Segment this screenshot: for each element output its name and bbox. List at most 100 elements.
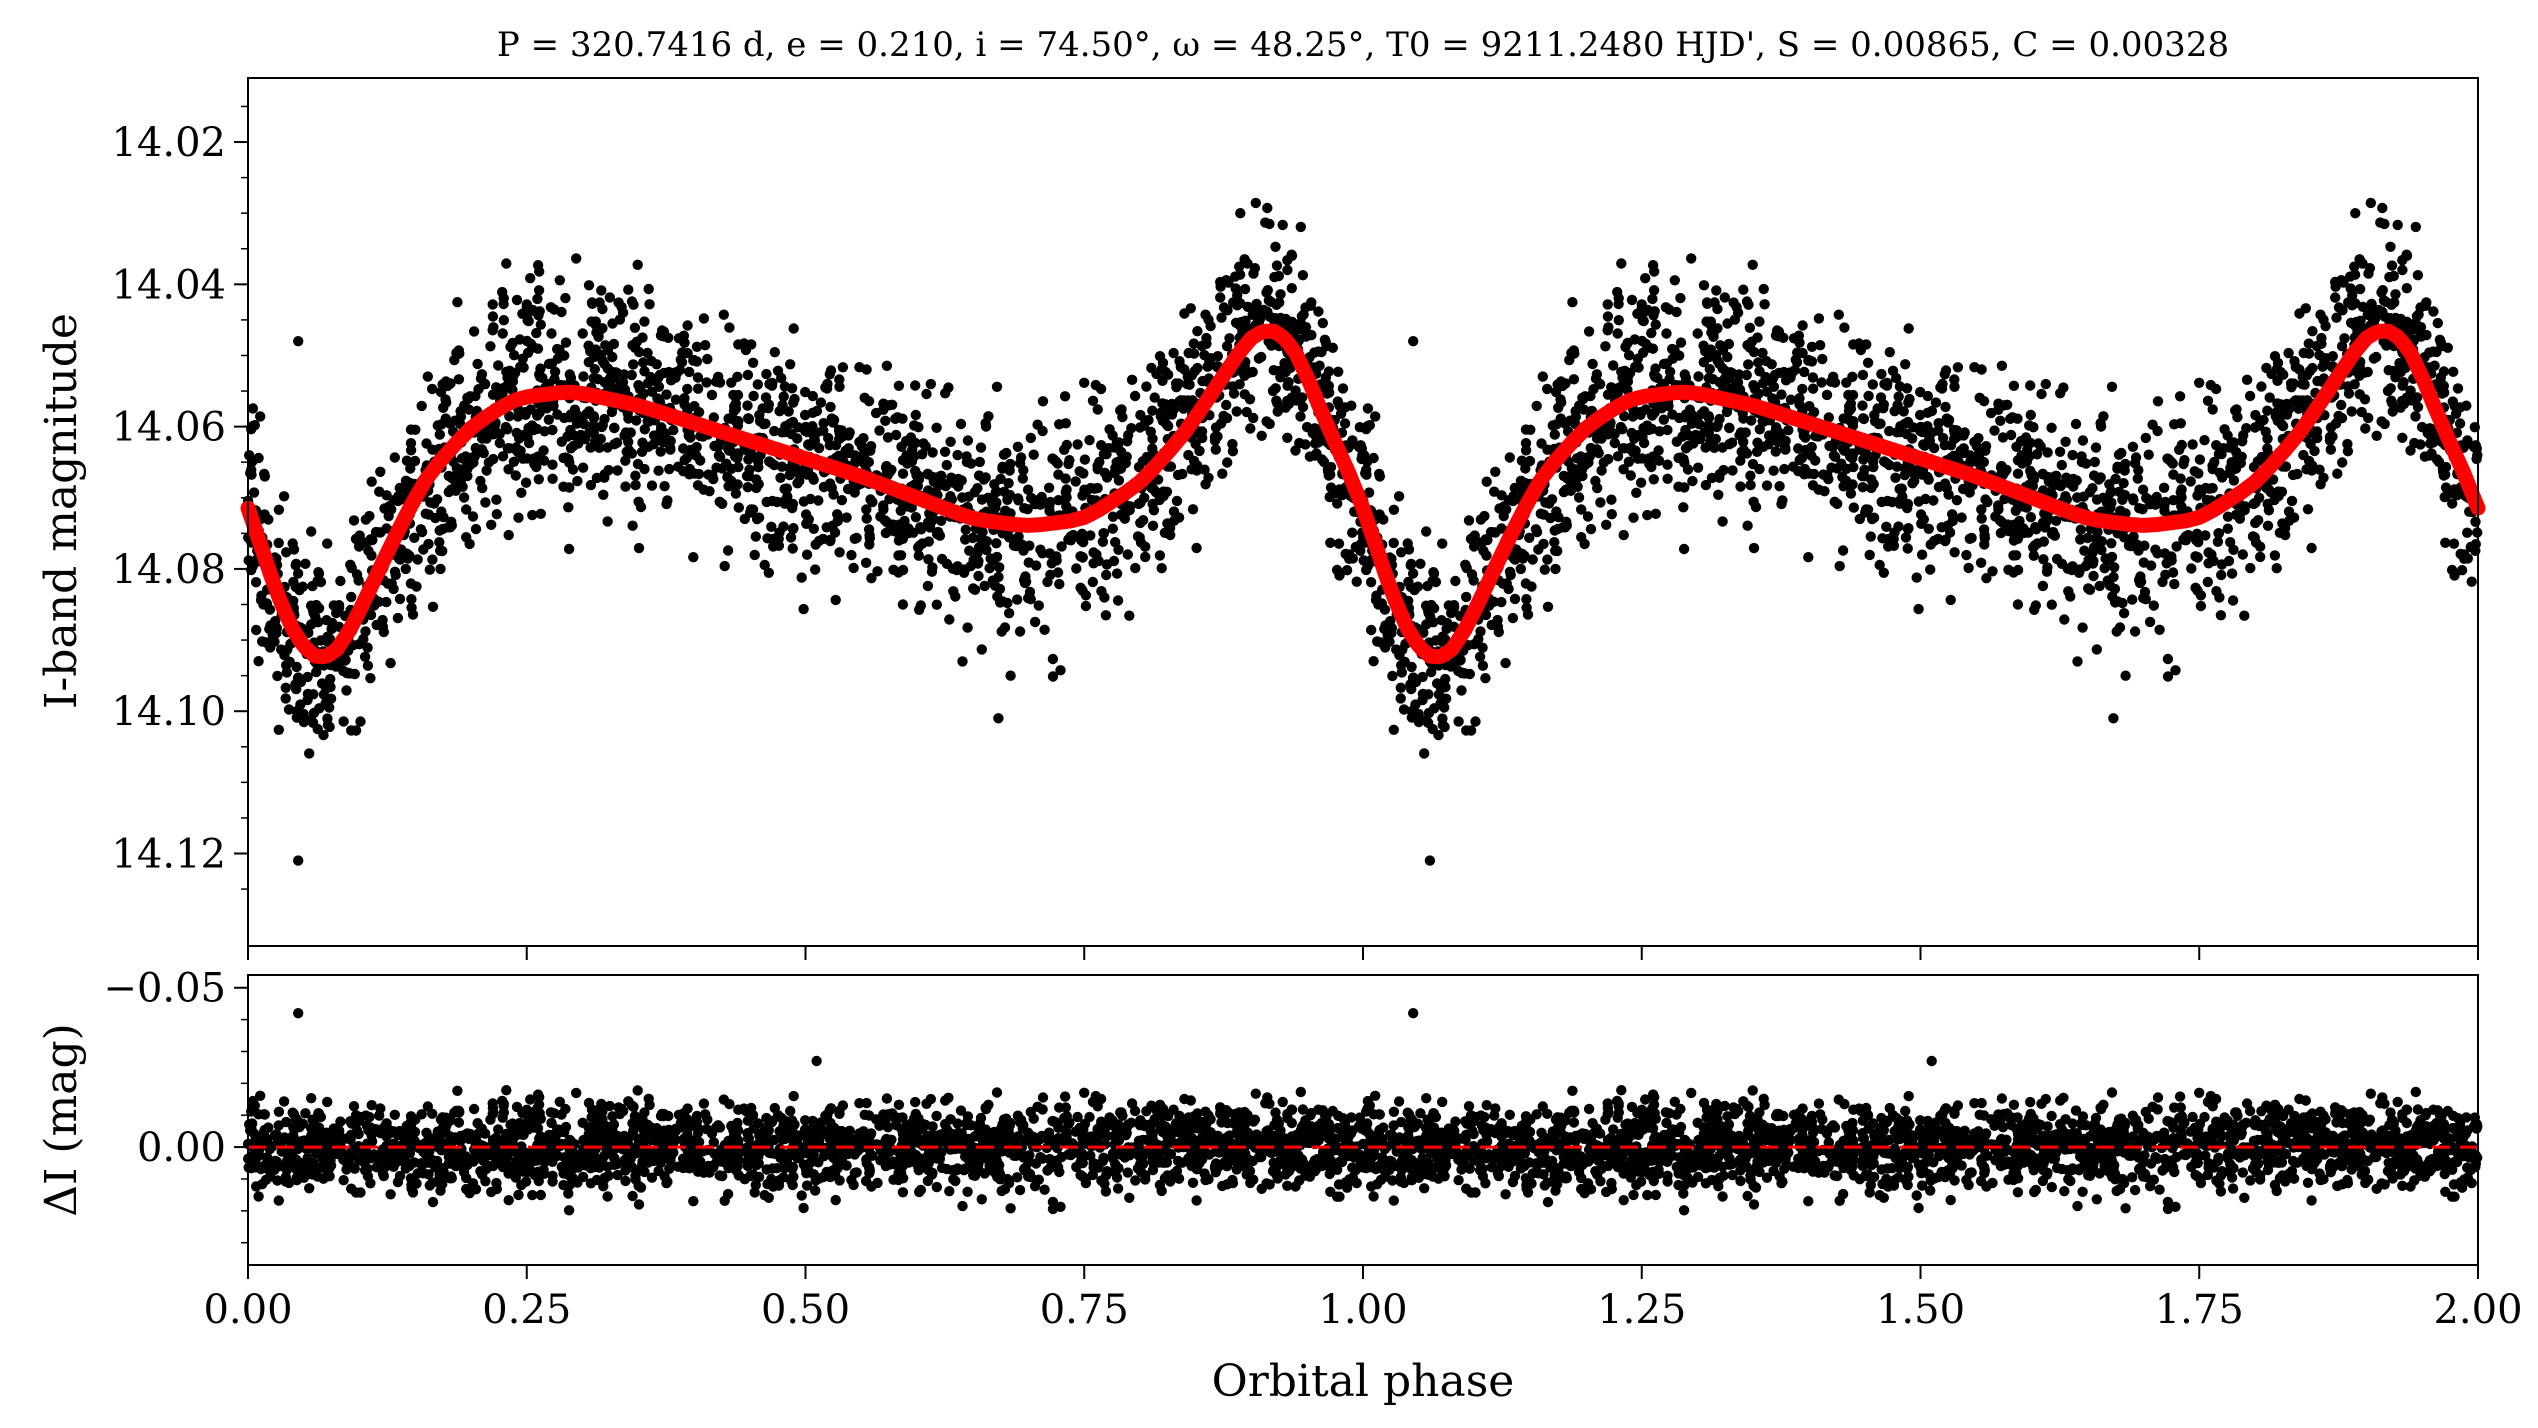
data-point bbox=[1552, 523, 1564, 535]
data-point bbox=[611, 437, 623, 448]
data-point bbox=[1022, 504, 1033, 515]
data-point bbox=[630, 470, 641, 481]
data-point bbox=[1187, 504, 1199, 515]
data-point bbox=[1743, 359, 1754, 370]
data-point bbox=[349, 668, 360, 680]
data-point bbox=[964, 545, 975, 556]
data-point bbox=[915, 600, 926, 611]
data-point bbox=[713, 450, 725, 461]
data-point bbox=[1270, 383, 1281, 394]
data-point bbox=[2227, 439, 2239, 451]
residual-point bbox=[1124, 1192, 1135, 1204]
data-point bbox=[702, 353, 713, 365]
data-point bbox=[630, 479, 641, 491]
data-point bbox=[872, 566, 883, 577]
data-point bbox=[1923, 474, 1934, 485]
data-point bbox=[2455, 548, 2466, 560]
data-point bbox=[281, 547, 292, 558]
data-point bbox=[1841, 377, 1852, 388]
residual-point bbox=[1039, 1184, 1050, 1195]
data-point bbox=[1003, 608, 1015, 619]
data-point bbox=[1714, 472, 1725, 483]
data-point bbox=[1047, 453, 1058, 464]
data-point bbox=[1903, 523, 1914, 534]
data-point bbox=[2303, 338, 2314, 349]
data-point bbox=[2051, 470, 2062, 481]
data-point bbox=[1966, 532, 1977, 544]
data-point bbox=[1217, 468, 1228, 479]
data-point bbox=[1550, 563, 1561, 575]
data-point bbox=[2208, 555, 2219, 567]
data-point bbox=[1061, 484, 1072, 495]
data-point bbox=[1347, 527, 1358, 538]
data-point bbox=[695, 455, 706, 466]
data-point bbox=[1121, 451, 1132, 462]
data-point bbox=[1731, 301, 1742, 313]
data-point bbox=[834, 374, 845, 385]
data-point bbox=[556, 436, 567, 447]
data-point bbox=[913, 550, 924, 561]
data-point bbox=[1637, 347, 1649, 358]
data-point bbox=[2030, 600, 2042, 611]
data-point bbox=[2067, 449, 2078, 461]
data-point bbox=[692, 372, 704, 383]
data-point bbox=[564, 369, 575, 380]
data-point bbox=[1537, 371, 1549, 382]
data-point bbox=[1745, 470, 1756, 481]
data-point bbox=[491, 509, 502, 520]
data-point bbox=[1282, 432, 1293, 443]
data-point bbox=[1421, 526, 1432, 537]
data-point bbox=[1832, 498, 1843, 509]
data-point bbox=[1104, 424, 1115, 435]
data-point bbox=[293, 855, 304, 866]
data-point bbox=[863, 396, 875, 407]
data-point bbox=[1941, 413, 1953, 424]
data-point bbox=[1816, 377, 1827, 388]
data-point bbox=[401, 455, 413, 466]
data-point bbox=[2106, 381, 2118, 392]
data-point bbox=[1549, 537, 1560, 548]
data-point bbox=[1638, 315, 1649, 327]
data-point bbox=[1054, 578, 1065, 590]
data-point bbox=[906, 456, 918, 467]
data-point bbox=[440, 413, 451, 424]
data-point bbox=[994, 583, 1006, 595]
data-point bbox=[1498, 510, 1509, 522]
data-point bbox=[769, 425, 780, 437]
data-point bbox=[751, 474, 762, 485]
data-point bbox=[591, 472, 603, 484]
data-point bbox=[1270, 241, 1281, 252]
data-point bbox=[2354, 283, 2366, 295]
data-point bbox=[508, 350, 520, 361]
residual-point bbox=[346, 1183, 357, 1194]
data-point bbox=[1662, 459, 1673, 470]
data-point bbox=[655, 330, 667, 341]
data-point bbox=[1340, 548, 1351, 560]
data-point bbox=[923, 554, 934, 565]
data-point bbox=[2037, 517, 2049, 528]
data-point bbox=[1933, 425, 1944, 436]
data-point bbox=[1317, 317, 1329, 329]
data-point bbox=[1107, 511, 1119, 522]
data-point bbox=[1426, 599, 1437, 611]
data-point bbox=[1936, 383, 1948, 394]
data-point bbox=[1699, 427, 1710, 438]
data-point bbox=[1322, 466, 1334, 477]
data-point bbox=[2139, 586, 2151, 598]
data-point bbox=[991, 381, 1003, 392]
data-point bbox=[578, 371, 589, 382]
data-point bbox=[2031, 449, 2043, 460]
data-point bbox=[1407, 568, 1419, 579]
data-point bbox=[1783, 425, 1794, 436]
data-point bbox=[779, 483, 790, 495]
data-point bbox=[987, 575, 998, 586]
data-point bbox=[2133, 465, 2144, 476]
data-point bbox=[2143, 449, 2154, 460]
data-point bbox=[931, 599, 942, 610]
data-point bbox=[664, 442, 676, 453]
data-point bbox=[595, 433, 606, 445]
data-point bbox=[511, 444, 522, 456]
data-point bbox=[1098, 528, 1109, 539]
data-point bbox=[807, 407, 818, 418]
data-point bbox=[1139, 492, 1150, 503]
